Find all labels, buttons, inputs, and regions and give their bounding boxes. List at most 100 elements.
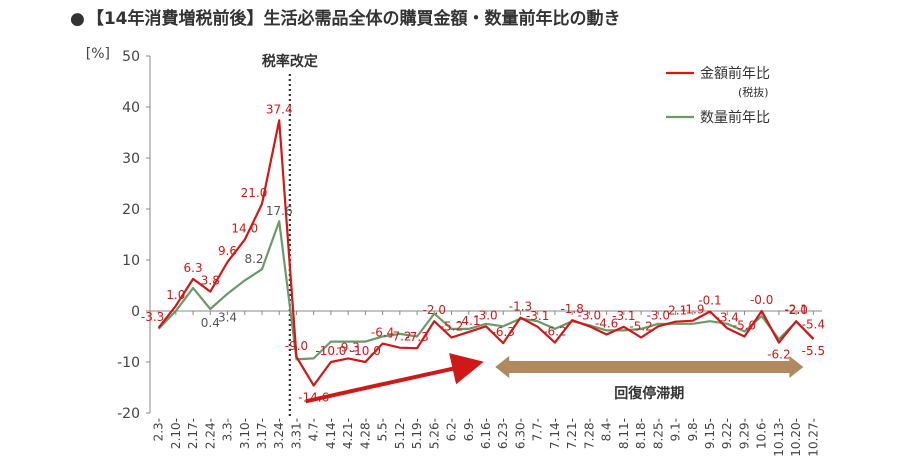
x-tick-label: 3.31- xyxy=(289,418,303,449)
data-label-amount: -5.0 xyxy=(733,319,756,333)
x-tick-label: 10.20- xyxy=(789,418,803,457)
data-label-amount: -6.4 xyxy=(371,326,394,340)
x-tick-label: 2.3- xyxy=(152,418,166,441)
x-tick-label: 6.16- xyxy=(479,418,493,449)
data-label-amount: -6.2 xyxy=(543,325,566,339)
legend: 金額前年比 (税抜) 数量前年比 xyxy=(666,65,770,126)
y-tick-label: -20 xyxy=(117,406,140,422)
x-tick-label: 3.3- xyxy=(221,418,235,441)
data-label-amount: -4.6 xyxy=(595,316,618,330)
y-tick-label: 10 xyxy=(122,253,140,269)
data-label-amount: -3.3 xyxy=(141,310,164,324)
data-label-amount: 1.0 xyxy=(166,288,185,302)
data-label-amount: -3.0 xyxy=(578,308,601,322)
data-label-quantity: 8.2 xyxy=(244,252,263,266)
data-label-quantity: 0.4 xyxy=(201,316,220,330)
x-tick-label: 9.15- xyxy=(703,418,717,449)
data-label-amount: -9.3 xyxy=(336,340,359,354)
x-tick-label: 8.18- xyxy=(634,418,648,449)
data-label-amount: -1.8 xyxy=(560,302,583,316)
data-label-amount: -5.5 xyxy=(802,344,825,358)
x-tick-label: 8.4- xyxy=(600,418,614,441)
y-tick-label: 20 xyxy=(122,202,140,218)
x-tick-label: 4.21- xyxy=(341,418,355,449)
x-tick-label: 4.14- xyxy=(324,418,338,449)
x-tick-label: 10.13- xyxy=(772,418,786,457)
series-lines xyxy=(157,119,815,387)
data-label-quantity: 3.4 xyxy=(218,311,237,325)
y-tick-label: 30 xyxy=(122,151,140,167)
chart-title: ● 【14年消費増税前後】生活必需品全体の購買金額・数量前年比の動き xyxy=(70,4,621,29)
data-label-amount: -10.0 xyxy=(315,344,346,358)
data-label-amount: -2.1 xyxy=(664,304,687,318)
x-tick-label: 5.19- xyxy=(410,418,424,449)
x-tick-label: 5.26- xyxy=(427,418,441,449)
recovery-arrow xyxy=(495,356,804,378)
y-tick-label: 0 xyxy=(131,304,140,320)
x-tick-label: 3.24- xyxy=(272,418,286,449)
data-label-amount: -3.1 xyxy=(526,309,549,323)
data-label-quantity: -2.1 xyxy=(784,303,807,317)
x-tick-label: 2.17- xyxy=(186,418,200,449)
x-tick-label: 7.14- xyxy=(548,418,562,449)
tax-change-label: 税率改定 xyxy=(262,53,318,70)
recovery-label: 回復停滞期 xyxy=(614,385,684,402)
x-tick-label: 2.24- xyxy=(203,418,217,449)
data-label-amount: 37.4 xyxy=(266,102,293,116)
x-tick-label: 9.1- xyxy=(669,418,683,441)
data-label-amount: -2.0 xyxy=(784,303,807,317)
legend-label-quantity: 数量前年比 xyxy=(700,109,770,126)
x-tick-label: 4.7- xyxy=(307,418,321,441)
x-tick-label: 2.10- xyxy=(169,418,183,449)
y-tick-label: 50 xyxy=(122,49,140,65)
x-tick-label: 7.7- xyxy=(531,418,545,441)
x-tick-label: 6.2- xyxy=(445,418,459,441)
x-tick-label: 10.6- xyxy=(755,418,769,449)
y-axis-label: [%] xyxy=(86,46,110,62)
data-label-amount: -10.0 xyxy=(350,344,381,358)
data-label-amount: -1.9 xyxy=(681,303,704,317)
data-label-amount: -1.3 xyxy=(509,300,532,314)
x-tick-label: 5.5- xyxy=(376,418,390,441)
data-label-amount: -7.3 xyxy=(405,330,428,344)
title-bullet: ● xyxy=(70,9,85,29)
y-tick-label: 40 xyxy=(122,100,140,116)
series-line-amount xyxy=(157,119,815,387)
data-label-amount: -5.2 xyxy=(440,320,463,334)
x-tick-label: 9.29- xyxy=(737,418,751,449)
data-label-quantity: 17.6 xyxy=(266,204,293,218)
data-label-quantity: -5.4 xyxy=(802,318,825,332)
data-label-amount: -6.3 xyxy=(492,325,515,339)
data-label-amount: -5.2 xyxy=(629,320,652,334)
x-tick-label: 6.23- xyxy=(496,418,510,449)
x-tick-label: 9.22- xyxy=(720,418,734,449)
data-labels: -3.31.0 6.33.8 9.6 14.0 21.0 37.4 -9.0 -14.6 -10… xyxy=(141,102,825,404)
data-label-amount: 9.6 xyxy=(218,244,237,258)
data-label-amount: -3.0 xyxy=(474,308,497,322)
x-tick-label: 9.8- xyxy=(686,418,700,441)
data-label-amount: -3.4 xyxy=(716,310,739,324)
data-label-amount: -14.6 xyxy=(298,390,329,404)
data-label-amount: 21.0 xyxy=(241,186,268,200)
y-tick-labels: [%] -20 -10 0 10 20 30 40 50 xyxy=(86,46,150,422)
x-tick-label: 10.27- xyxy=(806,418,820,457)
data-label-amount: -3.1 xyxy=(612,309,635,323)
y-tick-label: -10 xyxy=(117,355,140,371)
data-label-amount: -7.2 xyxy=(388,330,411,344)
legend-label-amount: 金額前年比 xyxy=(700,65,770,82)
x-tick-label: 7.21- xyxy=(565,418,579,449)
data-label-amount: 3.8 xyxy=(201,274,220,288)
legend-note-amount: (税抜) xyxy=(738,85,769,99)
x-tick-label: 7.28- xyxy=(582,418,596,449)
data-label-amount: -9.0 xyxy=(285,339,308,353)
x-tick-label: 8.11- xyxy=(617,418,631,449)
trend-arrow xyxy=(305,353,484,404)
data-label-amount: -0.0 xyxy=(750,293,773,307)
x-tick-label: 6.9- xyxy=(462,418,476,441)
series-line-quantity xyxy=(157,220,815,361)
data-label-amount: 6.3 xyxy=(184,261,203,275)
x-tick-label: 8.25- xyxy=(651,418,665,449)
x-tick-label: 6.30- xyxy=(513,418,527,449)
